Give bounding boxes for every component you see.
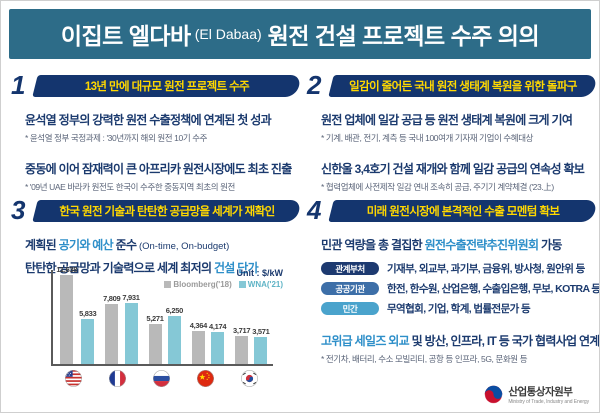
section-1-number: 1	[11, 70, 26, 100]
bar-value-label: 4,174	[208, 322, 227, 331]
bar-china-wna: 4,174	[208, 322, 227, 364]
ministry-name-korean: 산업통상자원부	[508, 386, 573, 398]
bar-value-label: 11,638	[56, 265, 78, 274]
bar-value-label: 7,931	[122, 293, 140, 302]
chart-legend: Unit : $/kW Bloomberg('18) WNA('21)	[157, 268, 283, 289]
chart-category-flags	[51, 370, 271, 387]
chart-plot: 11,638 5,833 7,809 7,931 5,271 6,250 4,364 4…	[51, 265, 273, 366]
section-2-number: 2	[307, 70, 322, 100]
org-row-public-institutions: 공공기관 한전, 한수원, 산업은행, 수출입은행, 무보, KOTRA 등	[321, 281, 599, 296]
section-4-point-1: 민관 역량을 총 결집한 원전수출전략추진위원회 가동	[321, 238, 562, 252]
title-korean-left: 이집트 엘다바	[60, 23, 191, 49]
section-4-point-2: 고위급 세일즈 외교 및 방산, 인프라, IT 등 국가 협력사업 연계	[321, 334, 600, 348]
section-2-point-1: 원전 업체에 일감 공급 등 원전 생태계 복원에 크게 기여	[321, 113, 573, 127]
flag-south-korea-icon	[240, 370, 258, 387]
bar-value-label: 5,833	[79, 309, 97, 318]
section-1-banner-label: 13년 만에 대규모 원전 프로젝트 수주	[84, 81, 250, 93]
section-4-banner: 미래 원전시장에 본격적인 수출 모멘텀 확보	[328, 200, 598, 222]
section-3: 3 한국 원전 기술과 탄탄한 공급망을 세계가 재확인 계획된 공기와 예산 …	[11, 195, 302, 408]
bar-russia-bloomberg: 5,271	[146, 314, 164, 364]
section-2-point-2: 신한울 3,4호기 건설 재개와 함께 일감 공급의 연속성 확보	[321, 162, 585, 176]
section-2: 2 일감이 줄어든 국내 원전 생태계 복원을 위한 돌파구 원전 업체에 일감…	[307, 70, 598, 196]
bar-south-korea-bloomberg: 3,717	[233, 326, 251, 364]
page-title: 이집트 엘다바 (El Dabaa) 원전 건설 프로젝트 수주 의의	[9, 9, 591, 59]
bar-value-label: 7,809	[103, 294, 121, 303]
section-4-note-2: * 전기차, 배터리, 수소 모빌리티, 공항 등 인프라, 5G, 문화원 등	[321, 354, 528, 364]
section-1-note-2: * '09년 UAE 바라카 원전도 한국이 수주한 중동지역 최초의 원전	[25, 182, 235, 192]
section-2-note-2: * 협력업체에 사전제작 일감 연내 조속히 공급, 주기기 계약체결 ('23…	[321, 182, 554, 192]
org-row-text: 기재부, 외교부, 과기부, 금융위, 방사청, 원안위 등	[387, 263, 585, 275]
section-4-header: 4 미래 원전시장에 본격적인 수출 모멘텀 확보	[307, 195, 598, 225]
section-1-note-1: * 윤석열 정부 국정과제 : '30년까지 해외 원전 10기 수주	[25, 133, 208, 143]
bar-france-bloomberg: 7,809	[103, 294, 121, 364]
section-1-banner: 13년 만에 대규모 원전 프로젝트 수주	[32, 75, 302, 97]
section-3-point-2: 탄탄한 공급망과 기술력으로 세계 최저의 건설 단가	[25, 261, 259, 275]
bar-south-korea-wna: 3,571	[252, 327, 270, 364]
badge-related-ministries: 관계부처	[321, 262, 379, 275]
ministry-logo: 산업통상자원부 Ministry of Trade, Industry and …	[483, 384, 589, 405]
section-2-header: 2 일감이 줄어든 국내 원전 생태계 복원을 위한 돌파구	[307, 70, 598, 100]
section-4: 4 미래 원전시장에 본격적인 수출 모멘텀 확보 민관 역량을 총 결집한 원…	[307, 195, 600, 408]
org-row-text: 한전, 한수원, 산업은행, 수출입은행, 무보, KOTRA 등	[387, 283, 600, 295]
section-1-point-1: 윤석열 정부의 강력한 원전 수출정책에 연계된 첫 성과	[25, 113, 272, 127]
section-3-banner: 한국 원전 기술과 탄탄한 공급망을 세계가 재확인	[32, 200, 302, 222]
bar-value-label: 5,271	[146, 314, 164, 323]
org-row-private-sector: 민간 무역협회, 기업, 학계, 법률전문가 등	[321, 301, 595, 316]
org-row-text: 무역협회, 기업, 학계, 법률전문가 등	[387, 303, 531, 315]
bar-value-label: 3,571	[252, 327, 270, 336]
legend-wna: WNA('21)	[238, 280, 283, 289]
bar-value-label: 3,717	[233, 326, 251, 335]
badge-private-sector: 민간	[321, 302, 379, 315]
bar-group-russia: 5,271 6,250	[145, 306, 184, 364]
construction-cost-bar-chart: Unit : $/kW Bloomberg('18) WNA('21) 11,6…	[51, 265, 283, 396]
bar-value-label: 4,364	[189, 321, 208, 330]
badge-public-institutions: 공공기관	[321, 282, 379, 295]
bar-value-label: 6,250	[165, 306, 184, 315]
taegeuk-symbol-icon	[484, 385, 503, 404]
section-3-point-1: 계획된 공기와 예산 준수 (On-time, On-budget)	[25, 238, 230, 252]
bar-group-china: 4,364 4,174	[189, 321, 228, 364]
ministry-name-english: Ministry of Trade, Industry and Energy	[508, 399, 589, 405]
bar-usa-wna: 5,833	[79, 309, 97, 364]
section-1: 1 13년 만에 대규모 원전 프로젝트 수주 윤석열 정부의 강력한 원전 수…	[11, 70, 302, 196]
flag-russia-icon	[152, 370, 170, 387]
section-1-point-2: 중동에 이어 잠재력이 큰 아프리카 원전시장에도 최초 진출	[25, 162, 292, 176]
bar-usa-bloomberg: 11,638	[56, 265, 77, 364]
section-4-number: 4	[307, 195, 322, 225]
chart-unit-label: Unit : $/kW	[236, 268, 284, 278]
legend-swatch-gray	[164, 281, 172, 288]
bar-group-korea: 3,717 3,571	[232, 326, 271, 364]
bar-group-france: 7,809 7,931	[102, 293, 141, 364]
title-english: (El Dabaa)	[194, 26, 262, 42]
section-3-header: 3 한국 원전 기술과 탄탄한 공급망을 세계가 재확인	[11, 195, 302, 225]
bar-china-bloomberg: 4,364	[190, 321, 207, 364]
section-2-note-1: * 기계, 배관, 전기, 계측 등 국내 100여개 기자재 기업이 수혜대상	[321, 133, 534, 143]
section-4-banner-label: 미래 원전시장에 본격적인 수출 모멘텀 확보	[366, 206, 560, 218]
section-3-banner-label: 한국 원전 기술과 탄탄한 공급망을 세계가 재확인	[59, 206, 275, 218]
section-2-banner-label: 일감이 줄어든 국내 원전 생태계 복원을 위한 돌파구	[349, 81, 577, 93]
flag-france-icon	[108, 370, 126, 387]
bar-france-wna: 7,931	[122, 293, 140, 364]
legend-swatch-teal	[238, 281, 246, 288]
section-1-header: 1 13년 만에 대규모 원전 프로젝트 수주	[11, 70, 302, 100]
section-2-banner: 일감이 줄어든 국내 원전 생태계 복원을 위한 돌파구	[328, 75, 598, 97]
bar-russia-wna: 6,250	[166, 306, 183, 364]
org-rows: 관계부처 기재부, 외교부, 과기부, 금융위, 방사청, 원안위 등 공공기관…	[321, 261, 599, 316]
title-korean-right: 원전 건설 프로젝트 수주 의의	[267, 23, 540, 49]
legend-bloomberg: Bloomberg('18)	[164, 280, 232, 289]
section-3-number: 3	[11, 195, 26, 225]
flag-china-icon	[196, 370, 214, 387]
flag-usa-icon	[64, 370, 82, 387]
bar-group-usa: 11,638 5,833	[55, 265, 97, 364]
org-row-related-ministries: 관계부처 기재부, 외교부, 과기부, 금융위, 방사청, 원안위 등	[321, 261, 595, 276]
